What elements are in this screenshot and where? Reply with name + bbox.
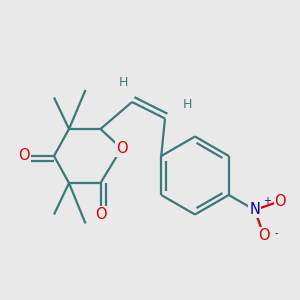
Text: O: O — [95, 207, 106, 222]
Text: N: N — [249, 202, 260, 217]
Text: H: H — [183, 98, 192, 111]
Text: O: O — [258, 228, 270, 243]
Text: H: H — [118, 76, 128, 89]
Text: -: - — [274, 228, 278, 238]
Text: O: O — [274, 194, 286, 208]
Text: +: + — [263, 196, 271, 206]
Text: O: O — [18, 148, 30, 164]
Text: O: O — [116, 141, 127, 156]
